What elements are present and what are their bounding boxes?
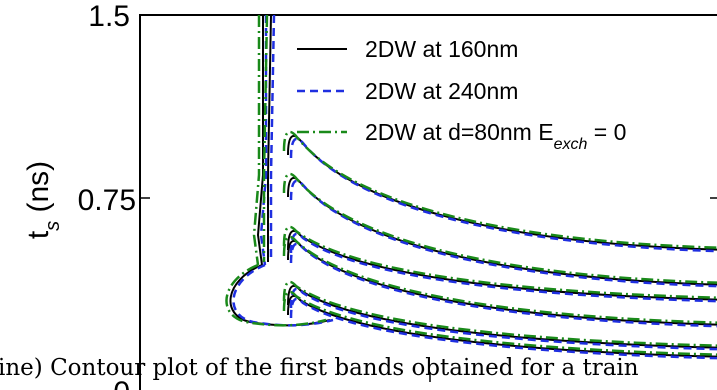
curve-spike-right xyxy=(269,14,276,262)
y-tick-label-bottom: 0 xyxy=(113,376,130,390)
curve-band-5 xyxy=(287,284,717,349)
curve-band-6 xyxy=(282,290,717,356)
curve-band-5 xyxy=(289,287,717,351)
curve-band-3 xyxy=(282,225,717,299)
caption-overlay: ine) Contour plot of the first bands obt… xyxy=(0,355,639,381)
y-axis-title: ts (ns) xyxy=(22,161,64,239)
curve-band-3 xyxy=(287,229,717,301)
plot-frame xyxy=(139,14,717,390)
curve-lobe xyxy=(225,263,327,327)
legend-label-80nm-main: 2DW at d=80nm E xyxy=(365,119,554,145)
curve-spike xyxy=(259,15,268,266)
y-axis-title-main: t xyxy=(22,230,55,239)
legend-label-80nm-tail: = 0 xyxy=(587,119,626,145)
curve-spike-right xyxy=(267,14,272,262)
curve-band-6 xyxy=(287,294,717,358)
curve-band-1 xyxy=(282,130,717,249)
legend-label-80nm-sub: exch xyxy=(554,136,588,153)
y-axis-title-tail: (ns) xyxy=(22,161,55,221)
legend-label-80nm: 2DW at d=80nm Eexch = 0 xyxy=(365,119,626,153)
curve-band-3 xyxy=(289,232,717,303)
curve-band-4 xyxy=(289,242,717,328)
curve-band-5 xyxy=(282,280,717,347)
curve-band-1 xyxy=(289,137,717,253)
y-tick-label-mid: 0.75 xyxy=(78,184,136,217)
curve-spike xyxy=(256,15,264,266)
y-tick-label-top: 1.5 xyxy=(88,0,130,33)
legend: 2DW at 160nm 2DW at 240nm 2DW at d=80nm … xyxy=(297,36,626,153)
y-axis-ticks xyxy=(140,197,717,382)
curve-band-1 xyxy=(287,134,717,251)
curve-band-4 xyxy=(282,235,717,324)
legend-label-240nm: 2DW at 240nm xyxy=(365,78,518,104)
contour-curves xyxy=(225,14,717,360)
curve-band-2 xyxy=(289,179,717,288)
curve-band-6 xyxy=(289,297,717,360)
curve-spike-right xyxy=(262,14,269,262)
y-axis-title-sub: s xyxy=(42,221,64,231)
legend-label-160nm: 2DW at 160nm xyxy=(365,36,518,62)
